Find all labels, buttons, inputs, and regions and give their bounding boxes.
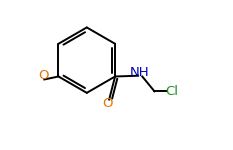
Text: Cl: Cl bbox=[165, 85, 178, 98]
Text: NH: NH bbox=[130, 66, 149, 79]
Text: O: O bbox=[102, 98, 113, 111]
Text: O: O bbox=[38, 69, 49, 81]
